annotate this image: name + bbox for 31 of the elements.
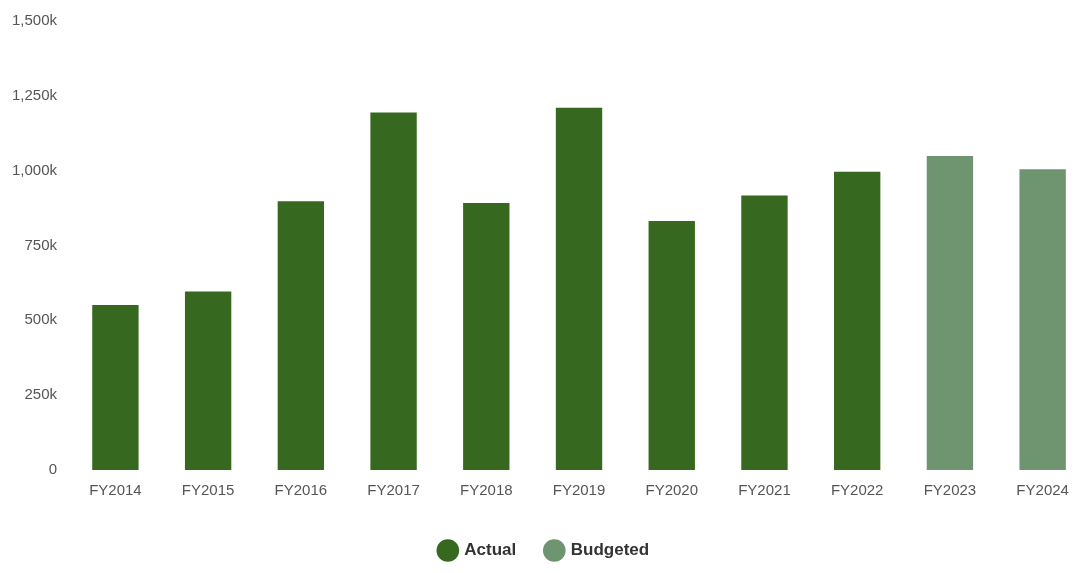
- y-tick-label: 0: [48, 460, 58, 478]
- x-tick-label: FY2014: [89, 481, 142, 499]
- bar: [555, 107, 603, 470]
- y-tick-label: 500k: [24, 310, 58, 328]
- y-tick-label: 1,250k: [11, 85, 58, 103]
- bar: [741, 195, 788, 470]
- bar: [92, 305, 139, 470]
- x-tick-label: FY2021: [738, 481, 791, 499]
- y-tick-label: 750k: [24, 235, 58, 253]
- x-tick-label: FY2022: [830, 481, 884, 499]
- y-tick-label: 1,000k: [11, 160, 58, 178]
- bar: [1019, 169, 1066, 470]
- bar: [370, 112, 417, 470]
- legend-label: Budgeted: [570, 540, 650, 560]
- bar: [648, 220, 695, 470]
- x-tick-label: FY2016: [274, 481, 328, 499]
- x-tick-label: FY2018: [460, 481, 513, 499]
- legend-label: Actual: [464, 540, 517, 560]
- bar: [184, 291, 232, 470]
- bar: [926, 156, 974, 470]
- x-tick-label: FY2023: [923, 481, 977, 499]
- x-tick-label: FY2019: [552, 481, 606, 499]
- x-tick-label: FY2024: [1016, 481, 1069, 499]
- y-tick-label: 1,500k: [11, 11, 58, 29]
- bar: [463, 203, 510, 470]
- x-tick-label: FY2020: [645, 481, 699, 499]
- bar: [834, 171, 881, 470]
- x-tick-label: FY2015: [181, 481, 235, 499]
- bar: [277, 201, 325, 470]
- y-tick-label: 250k: [24, 385, 58, 403]
- x-tick-label: FY2017: [367, 481, 420, 499]
